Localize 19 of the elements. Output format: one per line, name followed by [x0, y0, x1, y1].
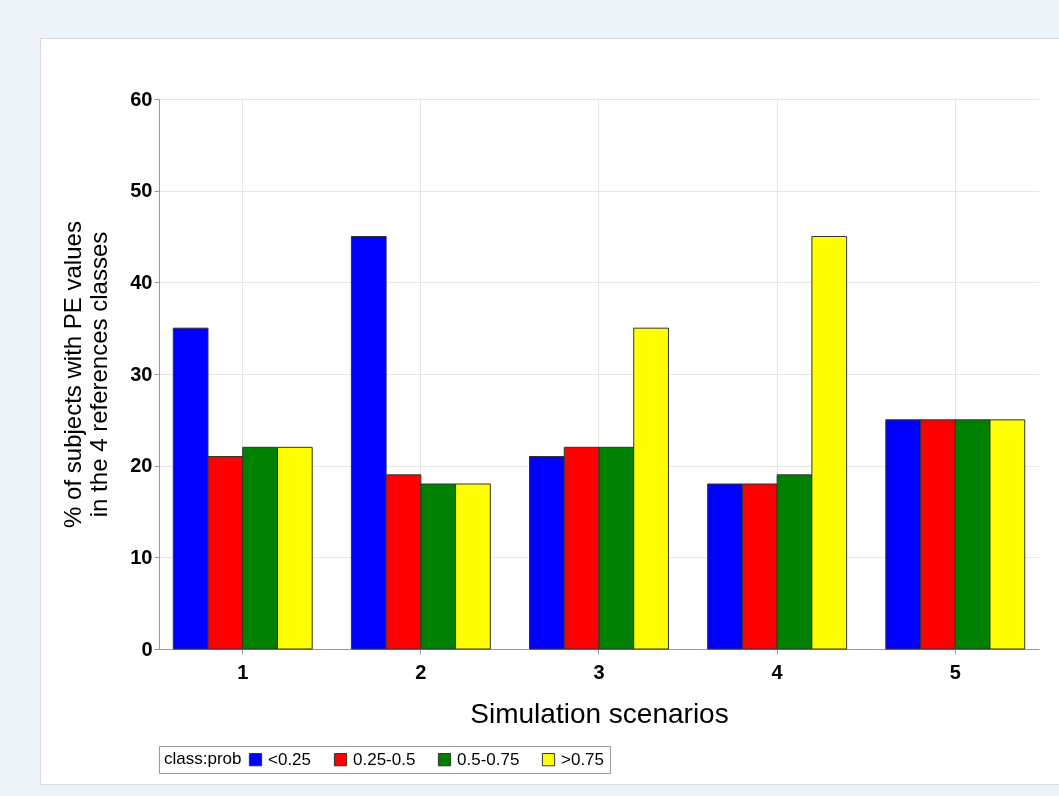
y-tick-label: 30 [130, 362, 153, 385]
x-tick-label: 4 [771, 660, 784, 683]
legend-title: class:prob [164, 749, 242, 768]
x-tick-label: 1 [237, 660, 249, 683]
x-tick-label: 2 [415, 660, 427, 683]
legend-label: 0.25-0.5 [353, 749, 416, 769]
legend-label: <0.25 [268, 749, 312, 769]
y-tick-label: 60 [130, 87, 153, 110]
x-tick-label: 5 [949, 660, 961, 683]
legend-label: >0.75 [561, 749, 605, 769]
x-tick-label: 3 [593, 660, 605, 683]
y-tick-label: 50 [130, 179, 153, 202]
y-tick-label: 20 [130, 454, 153, 477]
y-tick-label: 10 [130, 545, 153, 568]
y-tick-label: 0 [141, 637, 153, 660]
y-tick-label: 40 [130, 270, 153, 293]
legend-label: 0.5-0.75 [457, 749, 520, 769]
y-axis-title: % of subjects with PE values in the 4 references classes [59, 221, 113, 528]
x-axis-title: Simulation scenarios [470, 697, 729, 729]
